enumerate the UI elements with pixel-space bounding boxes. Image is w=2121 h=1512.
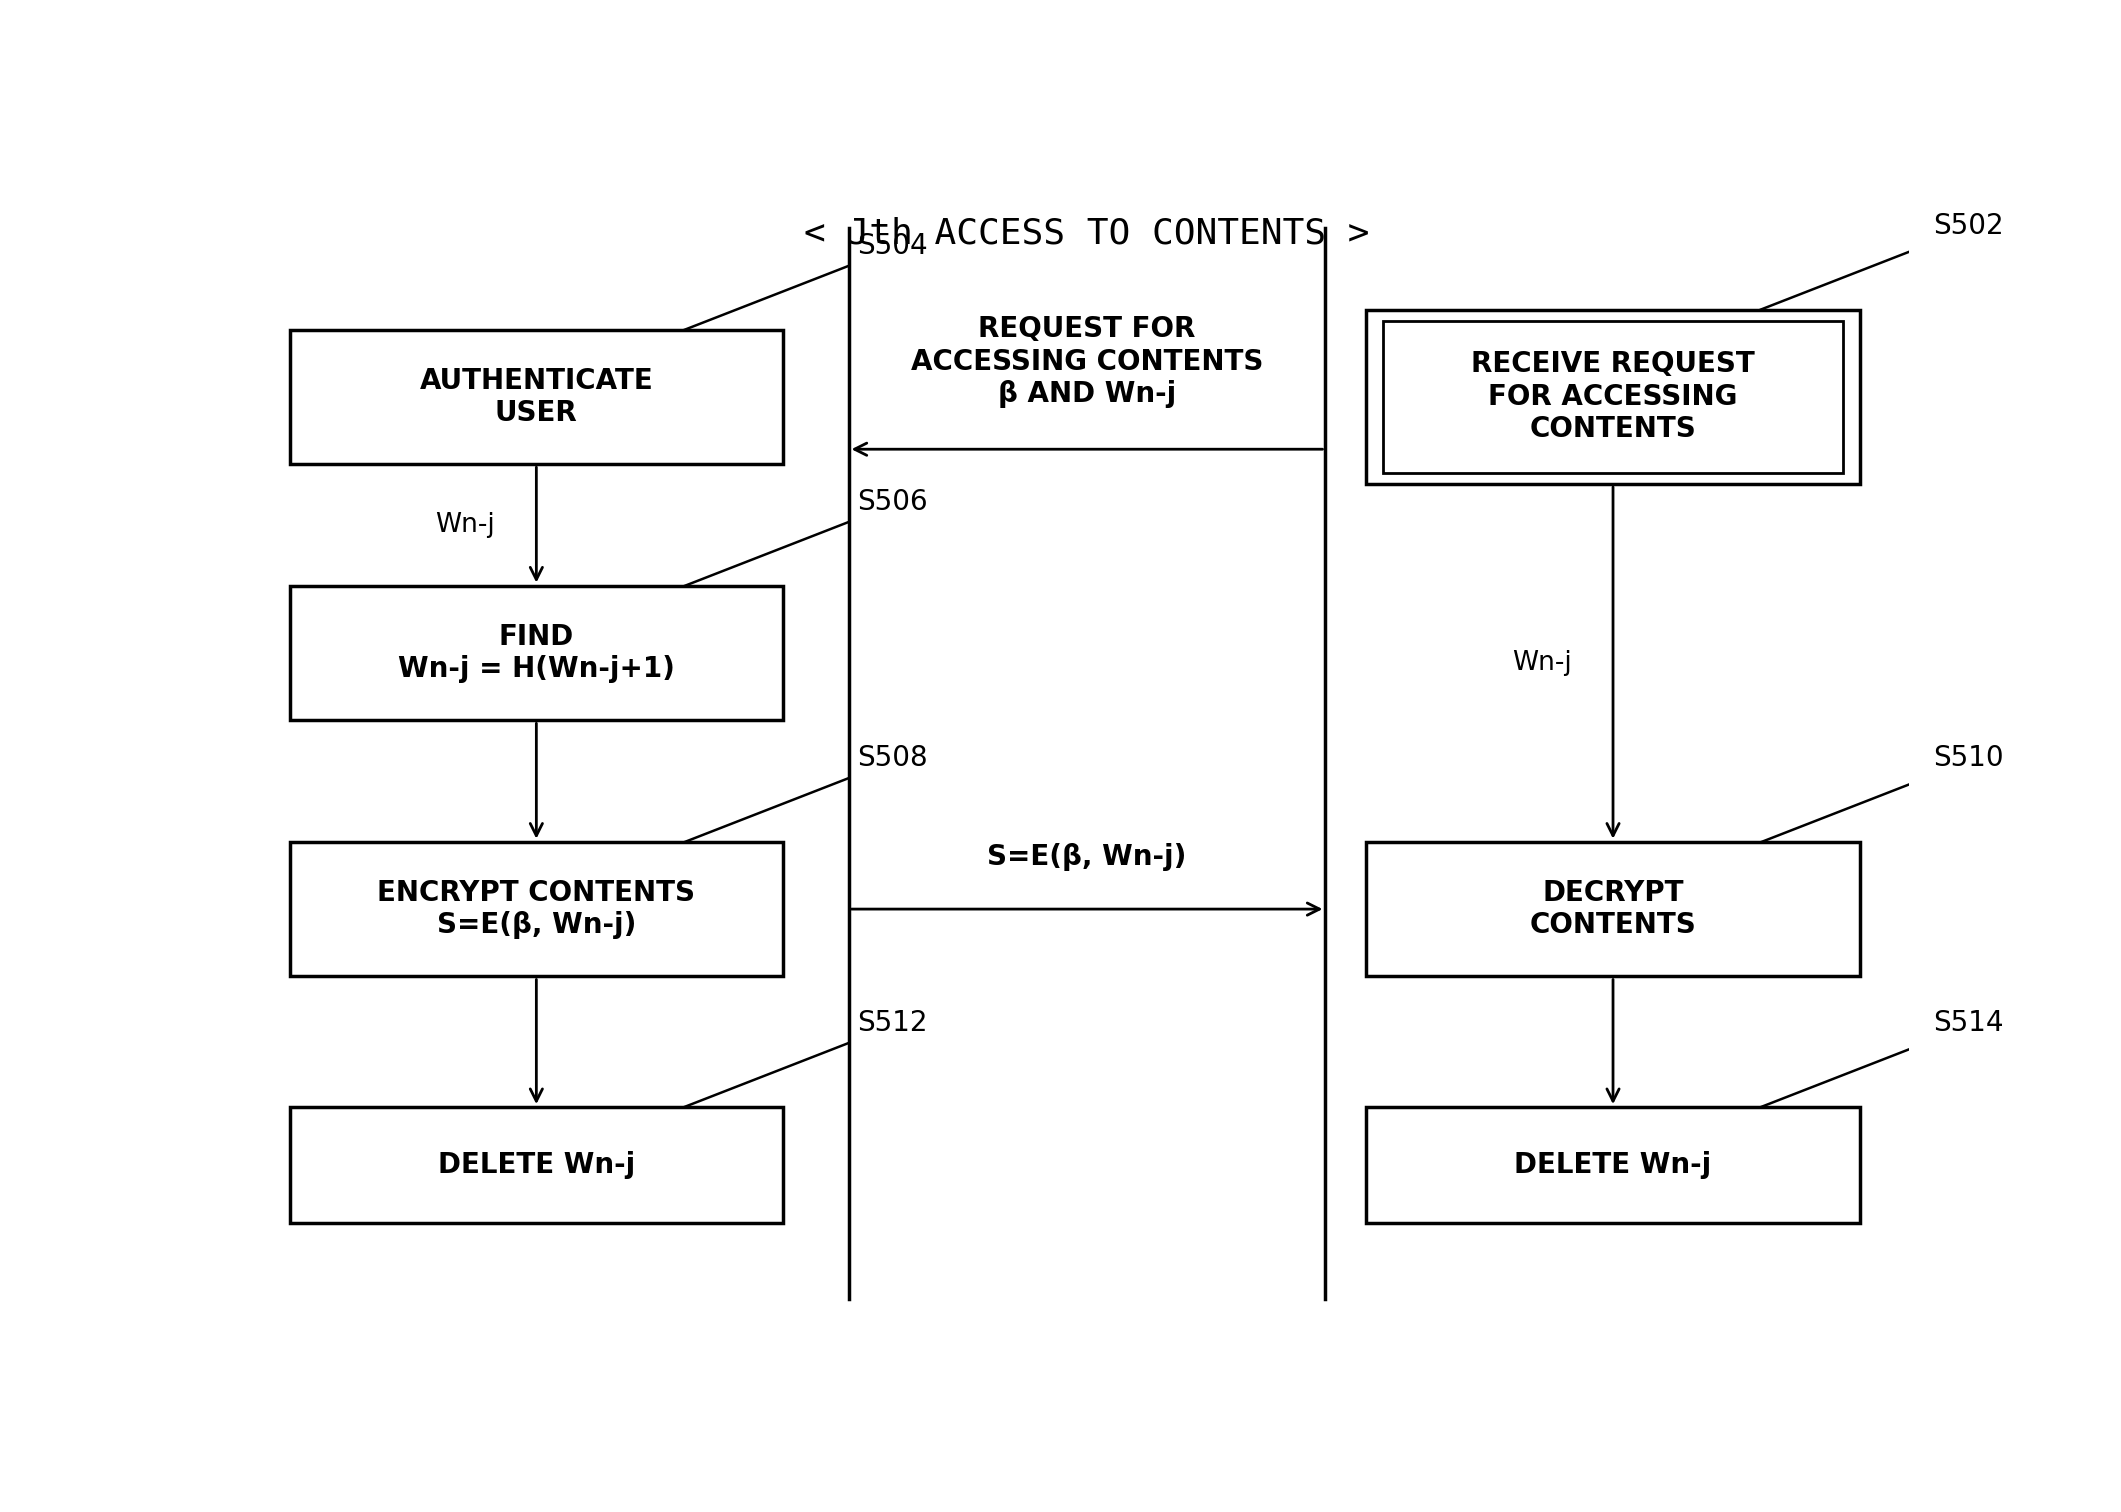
Text: S512: S512	[857, 1009, 927, 1037]
Bar	[1366, 842, 1860, 977]
Text: FIND
Wn-j = H(Wn-j+1): FIND Wn-j = H(Wn-j+1)	[399, 623, 674, 683]
Text: AUTHENTICATE
USER: AUTHENTICATE USER	[420, 366, 653, 426]
Text: < Jth ACCESS TO CONTENTS >: < Jth ACCESS TO CONTENTS >	[804, 216, 1370, 251]
Bar	[291, 1107, 783, 1223]
Text: S510: S510	[1934, 744, 2004, 773]
Text: ENCRYPT CONTENTS
S=E(β, Wn-j): ENCRYPT CONTENTS S=E(β, Wn-j)	[378, 878, 696, 939]
Text: RECEIVE REQUEST
FOR ACCESSING
CONTENTS: RECEIVE REQUEST FOR ACCESSING CONTENTS	[1472, 351, 1754, 443]
Text: S504: S504	[857, 231, 927, 260]
Text: DELETE Wn-j: DELETE Wn-j	[437, 1151, 634, 1179]
Bar	[1383, 321, 1843, 472]
Text: S514: S514	[1934, 1009, 2004, 1037]
Text: Wn-j: Wn-j	[435, 513, 496, 538]
Bar	[291, 842, 783, 977]
Text: S506: S506	[857, 488, 927, 516]
Text: DELETE Wn-j: DELETE Wn-j	[1514, 1151, 1712, 1179]
Text: S=E(β, Wn-j): S=E(β, Wn-j)	[986, 842, 1188, 871]
Text: Wn-j: Wn-j	[1512, 650, 1572, 676]
Text: S502: S502	[1934, 212, 2004, 240]
Bar	[291, 587, 783, 720]
Bar	[291, 330, 783, 464]
Text: DECRYPT
CONTENTS: DECRYPT CONTENTS	[1529, 878, 1697, 939]
Text: REQUEST FOR
ACCESSING CONTENTS
β AND Wn-j: REQUEST FOR ACCESSING CONTENTS β AND Wn-…	[910, 316, 1264, 408]
Bar	[1366, 1107, 1860, 1223]
Bar	[1366, 310, 1860, 484]
Text: S508: S508	[857, 744, 927, 773]
